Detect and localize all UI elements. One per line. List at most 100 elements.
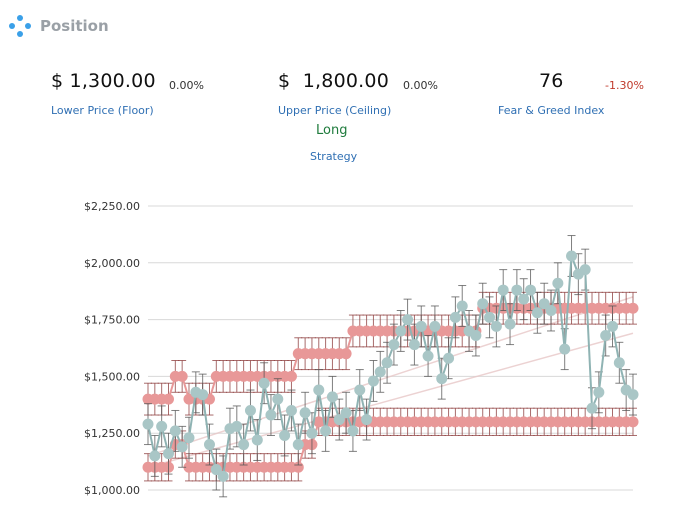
network-dots-icon — [9, 15, 31, 37]
price-data-point — [579, 264, 591, 276]
strategy-label-text: Strategy — [310, 150, 358, 163]
price-data-point — [388, 339, 400, 351]
y-tick-label: $1,500.00 — [84, 370, 140, 383]
price-data-point — [162, 448, 174, 460]
price-data-point — [285, 404, 297, 416]
ceiling-change-text: 0.00% — [403, 79, 438, 92]
ceiling-change: 0.00% — [403, 74, 438, 93]
price-data-point — [347, 425, 359, 437]
price-data-point — [566, 250, 578, 262]
fear-greed-label-text: Fear & Greed Index — [498, 104, 605, 117]
fear-greed-change-text: -1.30% — [605, 79, 644, 92]
price-data-point — [484, 311, 496, 323]
price-data-point — [504, 318, 516, 330]
price-data-point — [415, 320, 427, 332]
ceiling-data-point — [340, 348, 352, 360]
price-data-point — [429, 320, 441, 332]
y-tick-label: $1,750.00 — [84, 314, 140, 327]
floor-change: 0.00% — [169, 74, 204, 93]
price-data-point — [374, 366, 386, 378]
price-data-point — [559, 343, 571, 355]
y-tick-label: $2,250.00 — [84, 200, 140, 213]
price-data-point — [525, 284, 537, 296]
strategy-label: Strategy — [310, 145, 357, 164]
fear-greed-value: 76 — [539, 70, 564, 92]
fear-greed-change: -1.30% — [605, 74, 644, 93]
price-data-point — [511, 284, 523, 296]
price-data-point — [340, 407, 352, 419]
price-data-point — [470, 330, 482, 342]
price-data-point — [217, 470, 229, 482]
floor-series-line — [148, 420, 633, 469]
price-data-point — [613, 357, 625, 369]
price-data-point — [279, 429, 291, 441]
price-data-point — [306, 427, 318, 439]
price-range-chart: $1,000.00 $1,250.00 $1,500.00 $1,750.00 $2,0… — [0, 190, 683, 523]
price-data-point — [169, 425, 181, 437]
floor-label-text: Lower Price (Floor) — [51, 104, 154, 117]
ceiling-data-point — [162, 393, 174, 405]
price-data-point — [292, 439, 304, 451]
price-data-point — [518, 293, 530, 305]
ceiling-data-point — [285, 370, 297, 382]
price-data-point — [197, 389, 209, 401]
price-data-point — [210, 464, 222, 476]
price-data-point — [361, 414, 373, 426]
ceiling-data-point — [627, 302, 639, 314]
price-data-point — [258, 377, 270, 389]
price-data-point — [149, 450, 161, 462]
price-data-point — [477, 298, 489, 310]
price-data-point — [203, 439, 215, 451]
price-data-point — [142, 418, 154, 430]
price-data-point — [490, 320, 502, 332]
ceiling-label: Upper Price (Ceiling) — [278, 99, 391, 118]
y-tick-label: $2,000.00 — [84, 257, 140, 270]
ceiling-stat: $ 1,800.00 — [278, 70, 389, 92]
price-data-point — [402, 314, 414, 326]
price-data-point — [176, 441, 188, 453]
page-title: Position — [40, 17, 109, 35]
price-data-point — [586, 402, 598, 414]
price-data-point — [354, 384, 366, 396]
price-data-point — [326, 391, 338, 403]
ceiling-value: $ 1,800.00 — [278, 70, 389, 92]
floor-data-point — [627, 416, 639, 428]
price-data-point — [381, 357, 393, 369]
price-data-point — [443, 352, 455, 364]
price-data-point — [244, 404, 256, 416]
price-data-point — [265, 409, 277, 421]
floor-change-text: 0.00% — [169, 79, 204, 92]
y-tick-label: $1,000.00 — [84, 484, 140, 497]
price-data-point — [183, 432, 195, 444]
price-data-point — [545, 305, 557, 317]
price-data-point — [593, 386, 605, 398]
price-data-point — [538, 298, 550, 310]
price-data-point — [395, 325, 407, 337]
floor-stat: $ 1,300.00 — [51, 70, 156, 92]
price-data-point — [408, 339, 420, 351]
floor-value: $ 1,300.00 — [51, 70, 156, 92]
ceiling-data-point — [176, 370, 188, 382]
price-data-point — [449, 311, 461, 323]
chart-svg: $1,000.00 $1,250.00 $1,500.00 $1,750.00 $2,0… — [84, 200, 639, 498]
ceiling-label-text: Upper Price (Ceiling) — [278, 104, 392, 117]
trend-line — [147, 332, 634, 469]
price-data-point — [531, 307, 543, 319]
price-data-point — [436, 373, 448, 385]
price-data-point — [333, 414, 345, 426]
fear-greed-stat: 76 — [539, 70, 564, 92]
price-data-point — [600, 330, 612, 342]
fear-greed-label: Fear & Greed Index — [498, 99, 604, 118]
price-data-point — [607, 320, 619, 332]
price-data-point — [497, 284, 509, 296]
price-data-point — [238, 439, 250, 451]
strategy-stat: Long — [316, 119, 347, 138]
price-data-point — [320, 425, 332, 437]
floor-label: Lower Price (Floor) — [51, 99, 154, 118]
price-data-point — [627, 389, 639, 401]
strategy-value: Long — [316, 123, 348, 138]
price-data-point — [272, 393, 284, 405]
price-data-point — [299, 407, 311, 419]
price-data-point — [422, 350, 434, 362]
price-data-point — [251, 434, 263, 446]
